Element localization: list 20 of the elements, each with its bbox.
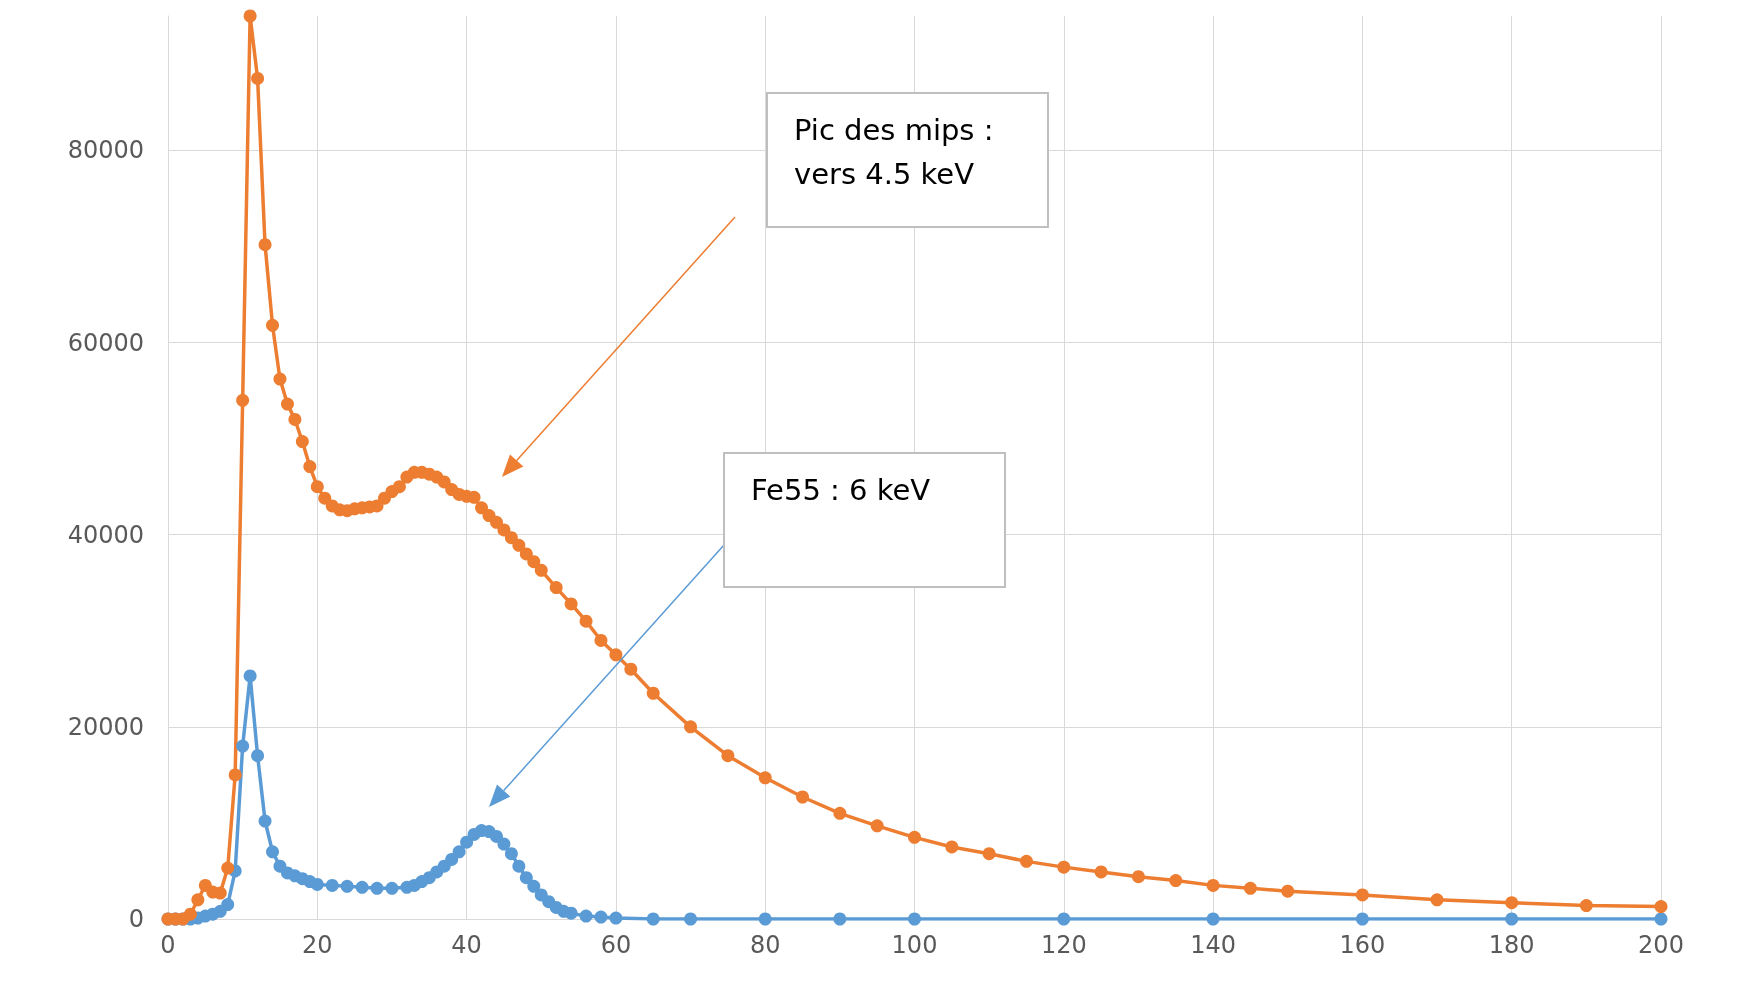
callout-box: Fe55 : 6 keV [723, 452, 1006, 588]
x-tick-label: 20 [302, 931, 333, 959]
annotation: Fe55 : 6 keV [751, 472, 932, 509]
x-tick-label: 140 [1190, 931, 1237, 959]
x-tick-label: 80 [749, 931, 781, 959]
y-tick-label: 0 [128, 905, 144, 933]
y-tick-label: 80000 [67, 136, 144, 165]
y-tick-label: 40000 [67, 520, 144, 549]
x-tick-label: 100 [891, 931, 938, 959]
x-tick-label: 200 [1638, 931, 1684, 959]
x-tick-label: 40 [451, 931, 482, 959]
callout-box: Pic des mips : vers 4.5 keV [766, 92, 1049, 228]
annotation: Pic des mips : vers 4.5 keV [794, 112, 995, 193]
y-tick-label: 20000 [67, 712, 144, 741]
x-tick-label: 60 [600, 931, 632, 959]
x-tick-label: 160 [1339, 931, 1386, 959]
x-tick-label: 120 [1040, 931, 1087, 959]
y-tick-label: 60000 [67, 328, 144, 357]
x-tick-label: 0 [160, 931, 176, 959]
x-tick-label: 180 [1488, 931, 1535, 959]
